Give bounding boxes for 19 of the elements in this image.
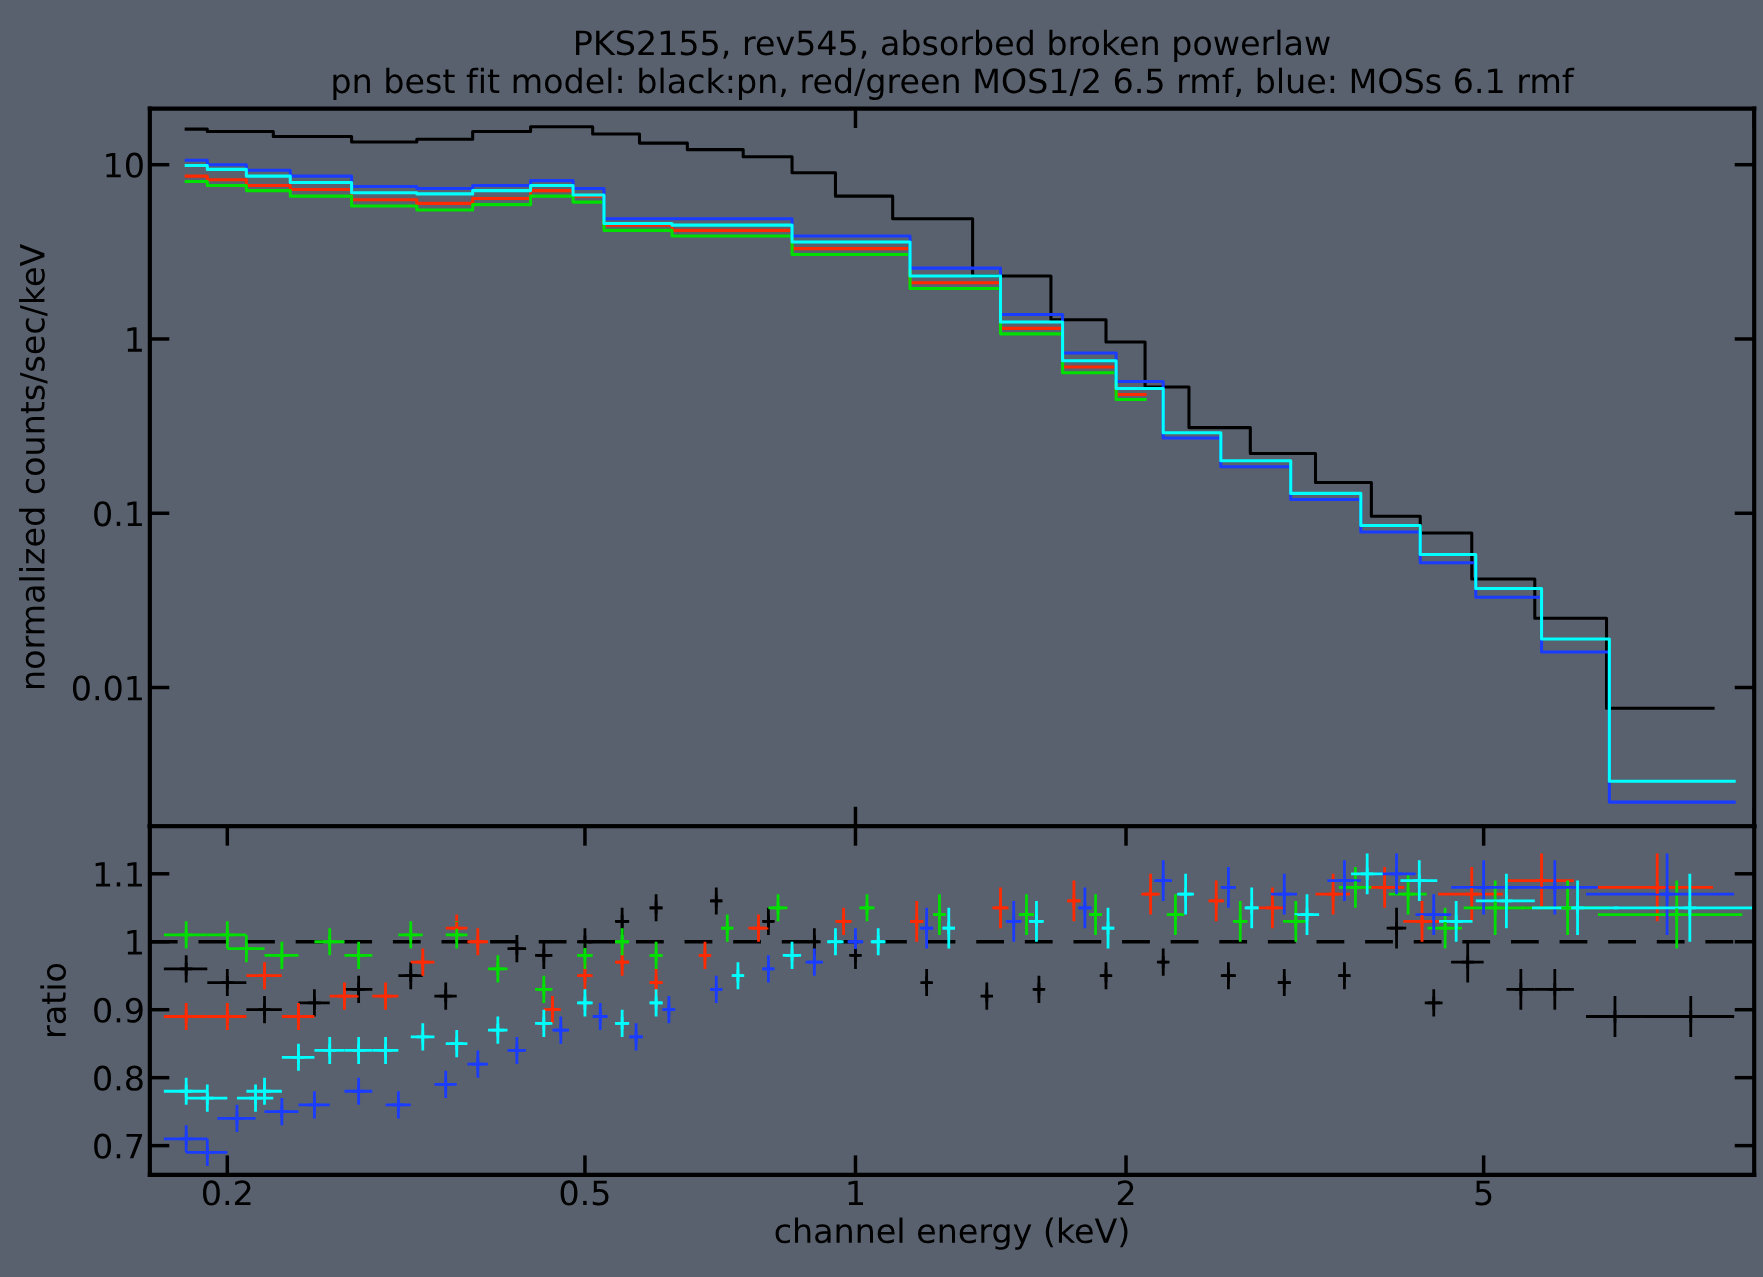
x-tick-label: 0.2 (203, 1180, 251, 1206)
x-axis-title: channel energy (keV) (775, 1217, 1128, 1250)
y-axis-title: normalized counts/sec/keV (19, 244, 48, 688)
x-tick-label: 5 (1475, 1180, 1492, 1206)
x-tick-label: 0.5 (560, 1180, 609, 1206)
y-tick-label: 0.01 (72, 675, 142, 701)
y-tick-label: 10 (106, 152, 143, 178)
y-tick-label: 0.1 (94, 501, 142, 527)
y-tick-label: 1 (127, 930, 142, 955)
chart-subtitle: pn best fit model: black:pn, red/green MOS1/2 6.5 rmf, blue: MOSs 6.1 rmf (333, 67, 1575, 100)
y-tick-label: 0.7 (94, 1133, 143, 1159)
y-tick-label: 0.8 (94, 1065, 143, 1091)
y-tick-label: 1.1 (95, 862, 142, 887)
y-axis-title: ratio (40, 963, 67, 1036)
x-tick-label: 2 (1117, 1180, 1134, 1206)
y-tick-label: 0.9 (94, 997, 143, 1023)
chart-title: PKS2155, rev545, absorbed broken powerlaw (576, 29, 1330, 62)
x-tick-label: 1 (848, 1180, 864, 1206)
y-tick-label: 1 (127, 327, 142, 352)
